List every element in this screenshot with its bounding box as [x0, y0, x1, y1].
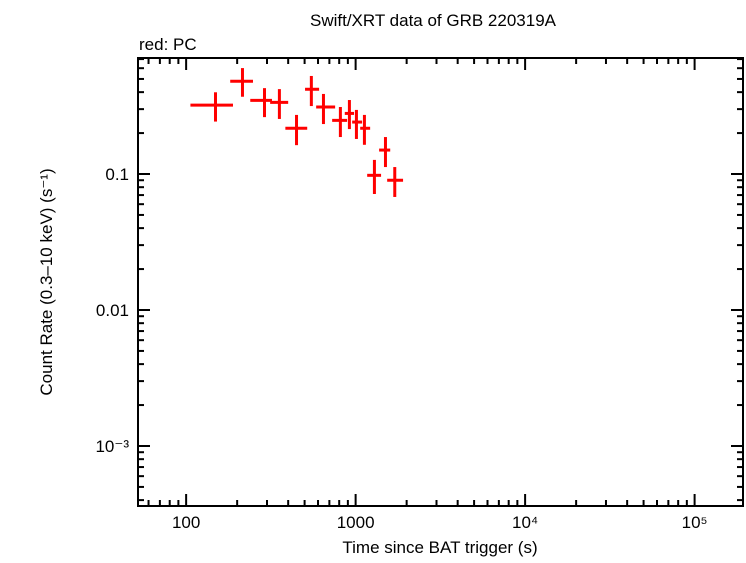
data-point	[360, 114, 371, 145]
plot-frame	[137, 57, 744, 507]
y-axis-label: Count Rate (0.3–10 keV) (s⁻¹)	[37, 168, 56, 395]
data-point	[379, 137, 391, 168]
data-point	[250, 88, 272, 118]
data-point	[285, 114, 308, 146]
x-tick-label: 10⁴	[512, 513, 538, 532]
data-point	[352, 109, 363, 139]
data-point	[387, 167, 404, 197]
data-point	[332, 107, 348, 138]
data-point	[190, 92, 233, 122]
x-tick-label: 100	[172, 513, 200, 532]
x-tick-label: 10⁵	[682, 513, 708, 532]
data-point	[316, 93, 336, 125]
data-point	[305, 75, 320, 107]
data-point	[270, 89, 289, 119]
data-point	[344, 100, 355, 130]
data-point	[230, 68, 253, 97]
legend-text: red: PC	[139, 35, 197, 54]
y-tick-label: 0.1	[105, 165, 129, 184]
x-axis-label: Time since BAT trigger (s)	[342, 538, 537, 557]
x-tick-label: 1000	[337, 513, 375, 532]
data-point	[367, 159, 382, 194]
chart-title: Swift/XRT data of GRB 220319A	[310, 11, 557, 30]
y-tick-label: 10⁻³	[95, 437, 129, 456]
y-tick-label: 0.01	[96, 301, 129, 320]
